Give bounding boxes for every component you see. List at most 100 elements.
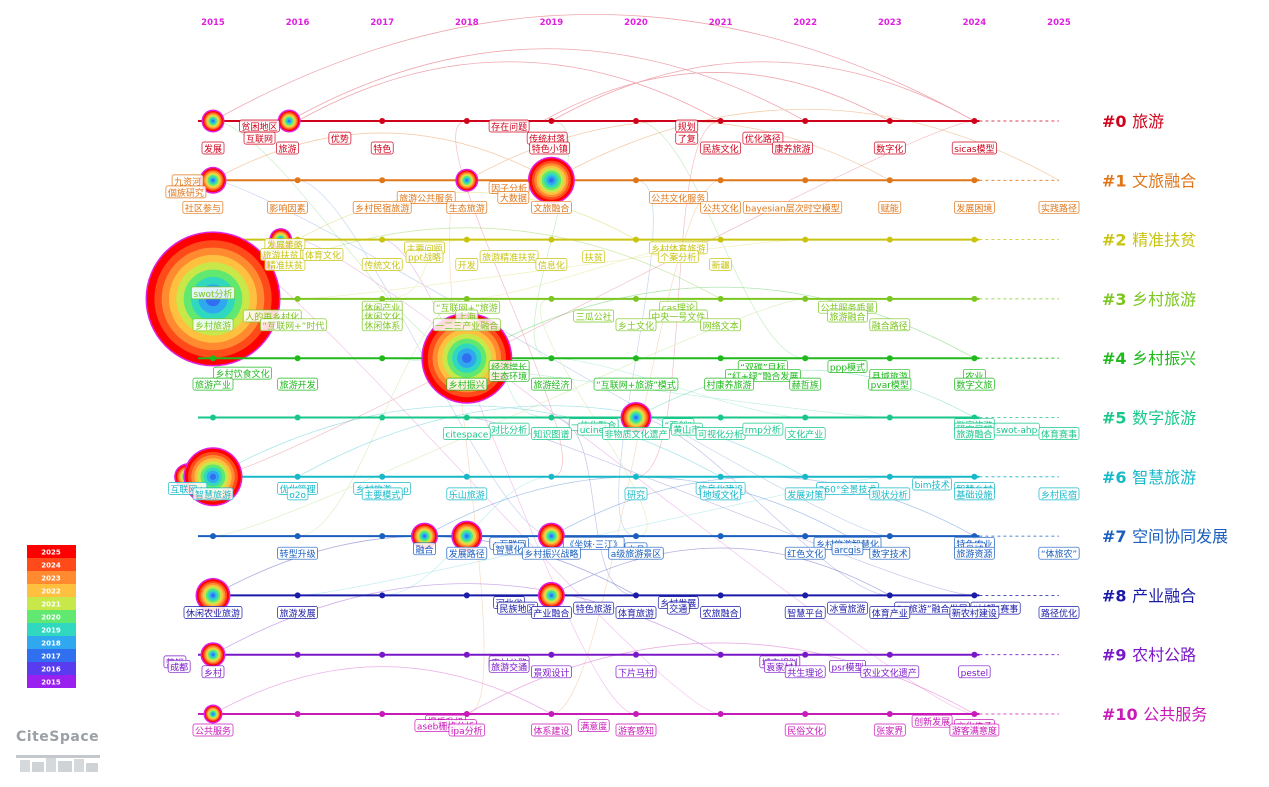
keyword-label: ipa分析	[451, 725, 483, 737]
keyword-label: 民俗文化	[787, 725, 823, 737]
legend-swatch	[27, 545, 76, 558]
keyword-box	[531, 427, 572, 440]
keyword-label: rmp分析	[745, 424, 781, 436]
keyword-box	[396, 191, 456, 204]
keyword-label: 旅游产业	[195, 379, 231, 391]
keyword-box	[488, 659, 530, 673]
year-label: 2021	[709, 18, 733, 28]
legend-year: 2021	[41, 601, 61, 609]
keyword-node	[379, 355, 386, 362]
keyword-label: 发展路径	[449, 548, 485, 560]
keyword-label: 存在问题	[491, 121, 527, 133]
keyword-label: 360°全景技术	[819, 483, 877, 495]
legend-swatch	[27, 558, 76, 571]
keyword-node	[463, 236, 470, 243]
keyword-node	[717, 533, 724, 540]
keyword-label: swot分析	[193, 288, 232, 300]
keyword-label: 体育赛事	[1041, 429, 1077, 441]
keyword-label: 一二三产业融合	[435, 320, 498, 332]
keyword-box	[267, 200, 308, 214]
keyword-box	[615, 606, 657, 619]
keyword-node	[633, 118, 639, 124]
keyword-label: 乡村民宿旅游	[355, 202, 409, 214]
keyword-box	[352, 200, 412, 214]
keyword-label: 旅游融合	[956, 429, 992, 441]
keyword-box	[772, 141, 813, 155]
keyword-box	[949, 723, 1000, 737]
citespace-logo-text: CiteSpace	[16, 729, 100, 745]
legend-swatch	[27, 662, 76, 675]
keyword-node	[463, 118, 470, 124]
keyword-label: 共生理论	[787, 667, 823, 679]
keyword-label: 乡村振兴战略	[524, 548, 578, 560]
keyword-label: 转型升级	[280, 548, 316, 560]
keyword-box	[277, 606, 318, 619]
keyword-node	[717, 592, 724, 599]
node-band	[550, 534, 553, 538]
keyword-box	[784, 606, 826, 619]
keyword-box	[709, 258, 732, 271]
keyword-node	[379, 651, 386, 658]
keyword-box	[742, 422, 784, 436]
keyword-node	[886, 651, 893, 658]
year-label: 2024	[963, 18, 987, 28]
keyword-label: 个案分析	[660, 252, 696, 264]
keyword-box	[448, 723, 486, 737]
keyword-node	[971, 592, 978, 599]
keyword-box	[954, 487, 995, 501]
keyword-node	[886, 355, 893, 362]
keyword-label: psr模型	[831, 662, 863, 673]
keyword-box	[260, 318, 327, 332]
keyword-node	[294, 414, 301, 421]
year-label: 2025	[1047, 18, 1071, 28]
keyword-label: 文化产业	[787, 429, 823, 441]
keyword-box	[432, 318, 501, 332]
keyword-node	[802, 711, 809, 717]
cluster-0: #0 旅游	[198, 109, 1164, 133]
keyword-label: 数字化	[876, 143, 903, 155]
keyword-node	[717, 711, 724, 717]
node-band	[212, 713, 214, 715]
keyword-label: 基础设施	[956, 489, 992, 501]
keyword-label: 智慧旅游	[195, 489, 231, 501]
keyword-box	[167, 659, 191, 673]
cluster-9: #9 农村公路	[198, 642, 1196, 668]
keyword-label: 赋能	[881, 202, 899, 214]
keyword-box	[182, 200, 224, 214]
keyword-label: 信息化	[538, 259, 565, 271]
keyword-box	[951, 141, 997, 155]
keyword-box	[529, 141, 571, 155]
year-axis: 2015 2016 2017 2018 2019 2020 2021 2022 2023 2024…	[201, 18, 1071, 28]
keyword-label: 传统文化	[364, 259, 400, 271]
keyword-box	[488, 119, 530, 133]
keyword-label: 知识图谱	[533, 429, 569, 441]
keyword-box	[302, 248, 344, 261]
keyword-box	[789, 377, 822, 391]
legend-year: 2015	[41, 679, 61, 687]
keyword-box	[593, 377, 679, 391]
keyword-box	[192, 377, 234, 391]
keyword-node	[886, 414, 893, 421]
keyword-label: 下片马村	[618, 667, 654, 679]
keyword-box	[827, 309, 868, 323]
keyword-box	[361, 318, 403, 332]
keyword-label: 贫困地区	[242, 121, 278, 133]
keyword-node	[802, 592, 809, 599]
cluster-label: #0 旅游	[1102, 112, 1164, 131]
keyword-node	[717, 177, 724, 184]
keyword-node	[210, 355, 216, 362]
keyword-node	[463, 473, 470, 480]
cluster-label: #3 乡村旅游	[1102, 290, 1196, 309]
legend-year: 2018	[41, 640, 61, 648]
node-band	[288, 119, 291, 123]
keyword-node	[548, 711, 555, 717]
keyword-label: 互联网	[246, 134, 273, 145]
keyword-label: 乡土文化	[618, 320, 654, 332]
keyword-box	[264, 258, 306, 271]
keyword-label: o2o	[289, 491, 306, 501]
legend-swatch	[27, 623, 76, 636]
keyword-box	[700, 487, 741, 501]
node-band	[211, 593, 215, 598]
keyword-node	[463, 414, 470, 421]
